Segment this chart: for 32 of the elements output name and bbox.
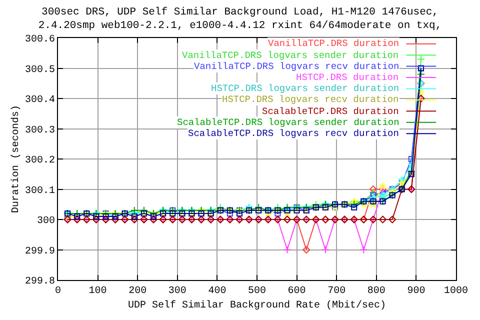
- x-tick-label: 700: [328, 286, 346, 297]
- x-tick-label: 200: [128, 286, 147, 297]
- legend-label: VanillaTCP.DRS logvars recv duration: [194, 61, 400, 72]
- legend-label: HSTCP.DRS logvars recv duration: [222, 94, 399, 105]
- y-tick-label: 299.9: [24, 246, 55, 258]
- legend-label: HSTCP.DRS duration: [296, 72, 399, 83]
- x-tick-label: 100: [88, 286, 107, 297]
- x-axis-title: UDP Self Similar Background Rate (Mbit/sec): [128, 300, 386, 312]
- x-tick-label: 0: [54, 286, 62, 297]
- x-tick-label: 500: [248, 286, 266, 297]
- x-tick-label: 800: [367, 286, 386, 297]
- y-tick-label: 300.3: [24, 125, 55, 136]
- legend-label: VanillaTCP.DRS logvars sender duration: [182, 50, 399, 61]
- chart-title: 300sec DRS, UDP Self Similar Background Load, H1-M120 1476usec, 2.4.20smp web100-2.2.1, e1000-4.4.12 rxint 64/64moderate on txq,: [38, 6, 442, 32]
- y-tick-label: 300.1: [24, 186, 55, 197]
- y-tick-label: 300: [36, 216, 55, 227]
- x-tick-label: 1000: [444, 286, 468, 297]
- x-tick-label: 400: [208, 286, 226, 297]
- y-tick-label: 299.8: [24, 276, 55, 288]
- y-tick-label: 300.6: [24, 34, 55, 46]
- y-tick-label: 300.5: [24, 64, 55, 76]
- x-tick-label: 300: [168, 286, 186, 297]
- y-tick-label: 300.2: [24, 156, 55, 166]
- legend-label: VanillaTCP.DRS duration: [268, 38, 400, 49]
- y-axis-title: Duration (seconds): [10, 104, 22, 214]
- legend-label: HSTCP.DRS logvars sender duration: [211, 83, 400, 94]
- legend-label: ScalableTCP.DRS logvars recv duration: [188, 128, 399, 139]
- legend-label: ScalableTCP.DRS logvars sender duration: [177, 117, 400, 128]
- x-tick-label: 900: [407, 286, 426, 297]
- legend-label: ScalableTCP.DRS duration: [262, 106, 399, 117]
- y-tick-label: 300.4: [24, 95, 55, 106]
- x-tick-label: 600: [288, 286, 306, 297]
